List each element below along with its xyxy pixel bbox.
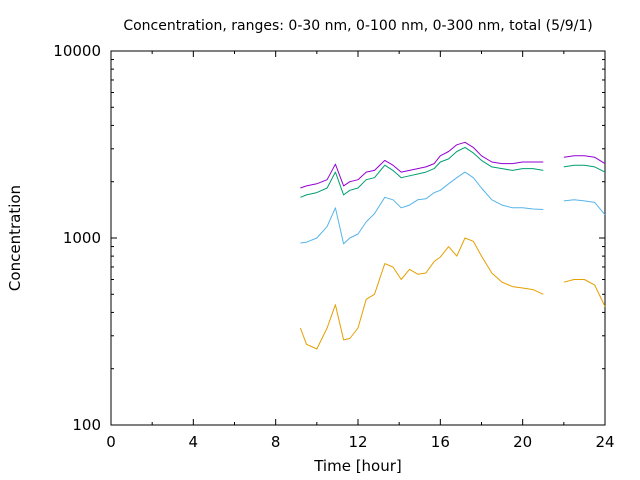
y-tick-labels: 100 1000 10000 xyxy=(53,42,101,434)
x-tick-label: 16 xyxy=(431,433,450,451)
y-tick-label: 100 xyxy=(72,416,101,434)
x-tick-labels: 0 4 8 12 16 20 24 xyxy=(106,433,614,451)
series-line-1 xyxy=(299,237,606,350)
y-tick-label: 1000 xyxy=(63,229,101,247)
y-tick-label: 10000 xyxy=(53,42,101,60)
series-line-2 xyxy=(300,171,606,245)
plot-frame xyxy=(110,50,606,426)
axis-ticks xyxy=(110,50,606,426)
x-axis-label: Time [hour] xyxy=(313,457,402,475)
x-tick-label: 20 xyxy=(513,433,532,451)
x-tick-label: 24 xyxy=(595,433,614,451)
series-line-4 xyxy=(300,141,606,189)
series-line-3 xyxy=(300,146,606,198)
x-tick-label: 8 xyxy=(271,433,281,451)
chart-title: Concentration, ranges: 0-30 nm, 0-100 nm… xyxy=(123,18,592,34)
series-lines xyxy=(299,141,606,350)
x-tick-label: 4 xyxy=(189,433,199,451)
y-axis-label: Concentration xyxy=(6,185,24,291)
x-tick-label: 0 xyxy=(106,433,116,451)
x-tick-label: 12 xyxy=(348,433,367,451)
